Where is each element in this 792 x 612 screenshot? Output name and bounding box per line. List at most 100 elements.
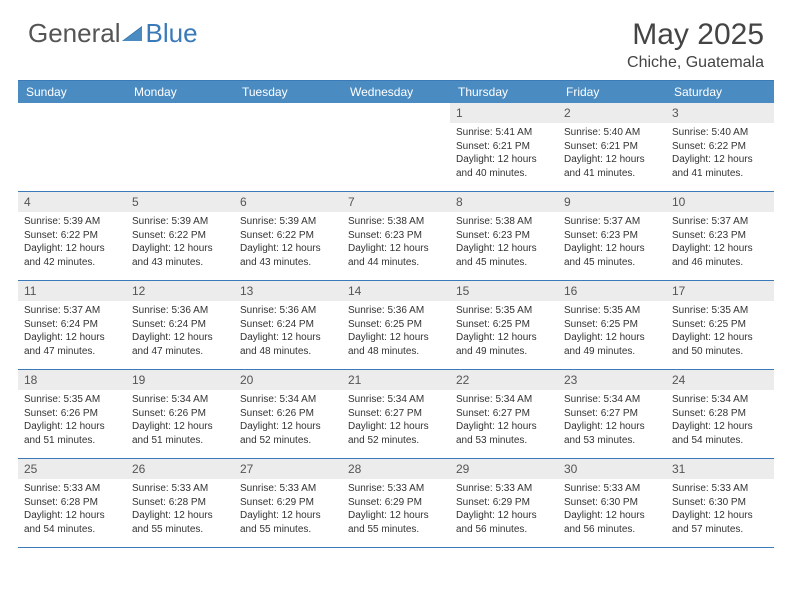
day-details: Sunrise: 5:41 AMSunset: 6:21 PMDaylight:… xyxy=(450,123,558,185)
day-number: 27 xyxy=(234,459,342,479)
sunrise-text: Sunrise: 5:37 AM xyxy=(672,215,768,229)
calendar-cell: 1Sunrise: 5:41 AMSunset: 6:21 PMDaylight… xyxy=(450,103,558,191)
sunrise-text: Sunrise: 5:33 AM xyxy=(348,482,444,496)
day-details: Sunrise: 5:35 AMSunset: 6:26 PMDaylight:… xyxy=(18,390,126,452)
daylight-text: Daylight: 12 hours and 49 minutes. xyxy=(456,331,552,358)
calendar-cell: 6Sunrise: 5:39 AMSunset: 6:22 PMDaylight… xyxy=(234,192,342,280)
sunset-text: Sunset: 6:29 PM xyxy=(456,496,552,510)
day-details: Sunrise: 5:39 AMSunset: 6:22 PMDaylight:… xyxy=(234,212,342,274)
day-number: 4 xyxy=(18,192,126,212)
sunset-text: Sunset: 6:22 PM xyxy=(672,140,768,154)
day-details: Sunrise: 5:33 AMSunset: 6:30 PMDaylight:… xyxy=(666,479,774,541)
daylight-text: Daylight: 12 hours and 48 minutes. xyxy=(348,331,444,358)
calendar-cell: 19Sunrise: 5:34 AMSunset: 6:26 PMDayligh… xyxy=(126,370,234,458)
calendar-cell: 2Sunrise: 5:40 AMSunset: 6:21 PMDaylight… xyxy=(558,103,666,191)
day-number: 7 xyxy=(342,192,450,212)
day-details: Sunrise: 5:37 AMSunset: 6:24 PMDaylight:… xyxy=(18,301,126,363)
sunrise-text: Sunrise: 5:34 AM xyxy=(564,393,660,407)
weeks-container: 1Sunrise: 5:41 AMSunset: 6:21 PMDaylight… xyxy=(18,103,774,548)
calendar-cell: 11Sunrise: 5:37 AMSunset: 6:24 PMDayligh… xyxy=(18,281,126,369)
sunrise-text: Sunrise: 5:38 AM xyxy=(456,215,552,229)
day-details: Sunrise: 5:33 AMSunset: 6:29 PMDaylight:… xyxy=(234,479,342,541)
calendar-cell: 3Sunrise: 5:40 AMSunset: 6:22 PMDaylight… xyxy=(666,103,774,191)
day-details: Sunrise: 5:37 AMSunset: 6:23 PMDaylight:… xyxy=(666,212,774,274)
daylight-text: Daylight: 12 hours and 45 minutes. xyxy=(456,242,552,269)
day-number: 18 xyxy=(18,370,126,390)
day-details: Sunrise: 5:36 AMSunset: 6:25 PMDaylight:… xyxy=(342,301,450,363)
weekday-sunday: Sunday xyxy=(18,81,126,103)
calendar-cell: 28 Sunrise: 5:33 AMSunset: 6:29 PMDayligh… xyxy=(342,459,450,547)
sunset-text: Sunset: 6:29 PM xyxy=(348,496,444,510)
daylight-text: Daylight: 12 hours and 56 minutes. xyxy=(456,509,552,536)
sunrise-text: Sunrise: 5:36 AM xyxy=(132,304,228,318)
daylight-text: Daylight: 12 hours and 41 minutes. xyxy=(564,153,660,180)
week-row: 1Sunrise: 5:41 AMSunset: 6:21 PMDaylight… xyxy=(18,103,774,192)
calendar-cell: 8Sunrise: 5:38 AMSunset: 6:23 PMDaylight… xyxy=(450,192,558,280)
day-details: Sunrise: 5:40 AMSunset: 6:21 PMDaylight:… xyxy=(558,123,666,185)
day-number: 2 xyxy=(558,103,666,123)
day-number: 25 xyxy=(18,459,126,479)
sunset-text: Sunset: 6:25 PM xyxy=(564,318,660,332)
sunset-text: Sunset: 6:28 PM xyxy=(672,407,768,421)
day-details: Sunrise: 5:34 AMSunset: 6:27 PMDaylight:… xyxy=(342,390,450,452)
sunset-text: Sunset: 6:26 PM xyxy=(24,407,120,421)
day-number: 5 xyxy=(126,192,234,212)
sunrise-text: Sunrise: 5:33 AM xyxy=(672,482,768,496)
sunrise-text: Sunrise: 5:35 AM xyxy=(24,393,120,407)
daylight-text: Daylight: 12 hours and 40 minutes. xyxy=(456,153,552,180)
sunrise-text: Sunrise: 5:33 AM xyxy=(240,482,336,496)
day-number: 28 xyxy=(342,459,450,479)
sunset-text: Sunset: 6:21 PM xyxy=(456,140,552,154)
day-number: 16 xyxy=(558,281,666,301)
calendar-cell: 10Sunrise: 5:37 AMSunset: 6:23 PMDayligh… xyxy=(666,192,774,280)
day-number: 29 xyxy=(450,459,558,479)
day-number: 10 xyxy=(666,192,774,212)
day-details: Sunrise: 5:38 AMSunset: 6:23 PMDaylight:… xyxy=(450,212,558,274)
sunrise-text: Sunrise: 5:41 AM xyxy=(456,126,552,140)
sunrise-text: Sunrise: 5:38 AM xyxy=(348,215,444,229)
day-details: Sunrise: 5:35 AMSunset: 6:25 PMDaylight:… xyxy=(666,301,774,363)
weekday-monday: Monday xyxy=(126,81,234,103)
day-number: 3 xyxy=(666,103,774,123)
day-details: Sunrise: 5:35 AMSunset: 6:25 PMDaylight:… xyxy=(558,301,666,363)
calendar-cell: 22Sunrise: 5:34 AMSunset: 6:27 PMDayligh… xyxy=(450,370,558,458)
sunset-text: Sunset: 6:27 PM xyxy=(456,407,552,421)
day-number: 26 xyxy=(126,459,234,479)
day-number: 11 xyxy=(18,281,126,301)
day-details: Sunrise: 5:39 AMSunset: 6:22 PMDaylight:… xyxy=(18,212,126,274)
sunset-text: Sunset: 6:24 PM xyxy=(132,318,228,332)
daylight-text: Daylight: 12 hours and 54 minutes. xyxy=(672,420,768,447)
daylight-text: Daylight: 12 hours and 57 minutes. xyxy=(672,509,768,536)
calendar-cell xyxy=(342,103,450,191)
calendar-cell: 12Sunrise: 5:36 AMSunset: 6:24 PMDayligh… xyxy=(126,281,234,369)
daylight-text: Daylight: 12 hours and 51 minutes. xyxy=(24,420,120,447)
day-details: Sunrise: 5:34 AMSunset: 6:26 PMDaylight:… xyxy=(126,390,234,452)
day-details: Sunrise: 5:39 AMSunset: 6:22 PMDaylight:… xyxy=(126,212,234,274)
daylight-text: Daylight: 12 hours and 55 minutes. xyxy=(240,509,336,536)
day-number: 6 xyxy=(234,192,342,212)
calendar-cell: 20Sunrise: 5:34 AMSunset: 6:26 PMDayligh… xyxy=(234,370,342,458)
weekday-friday: Friday xyxy=(558,81,666,103)
day-details: Sunrise: 5:34 AMSunset: 6:27 PMDaylight:… xyxy=(558,390,666,452)
day-details: Sunrise: 5:40 AMSunset: 6:22 PMDaylight:… xyxy=(666,123,774,185)
sunrise-text: Sunrise: 5:37 AM xyxy=(24,304,120,318)
day-details: Sunrise: 5:33 AMSunset: 6:29 PMDaylight:… xyxy=(450,479,558,541)
sunset-text: Sunset: 6:29 PM xyxy=(240,496,336,510)
logo-text-general: General xyxy=(28,18,121,49)
day-number: 23 xyxy=(558,370,666,390)
title-block: May 2025 Chiche, Guatemala xyxy=(627,18,764,72)
sunrise-text: Sunrise: 5:34 AM xyxy=(672,393,768,407)
daylight-text: Daylight: 12 hours and 53 minutes. xyxy=(456,420,552,447)
daylight-text: Daylight: 12 hours and 47 minutes. xyxy=(24,331,120,358)
logo-text-blue: Blue xyxy=(146,18,198,49)
daylight-text: Daylight: 12 hours and 55 minutes. xyxy=(348,509,444,536)
calendar-cell: 16Sunrise: 5:35 AMSunset: 6:25 PMDayligh… xyxy=(558,281,666,369)
day-number: 30 xyxy=(558,459,666,479)
daylight-text: Daylight: 12 hours and 53 minutes. xyxy=(564,420,660,447)
sunset-text: Sunset: 6:23 PM xyxy=(672,229,768,243)
sunset-text: Sunset: 6:30 PM xyxy=(564,496,660,510)
daylight-text: Daylight: 12 hours and 43 minutes. xyxy=(132,242,228,269)
calendar-cell: 26Sunrise: 5:33 AMSunset: 6:28 PMDayligh… xyxy=(126,459,234,547)
daylight-text: Daylight: 12 hours and 54 minutes. xyxy=(24,509,120,536)
month-title: May 2025 xyxy=(627,18,764,52)
